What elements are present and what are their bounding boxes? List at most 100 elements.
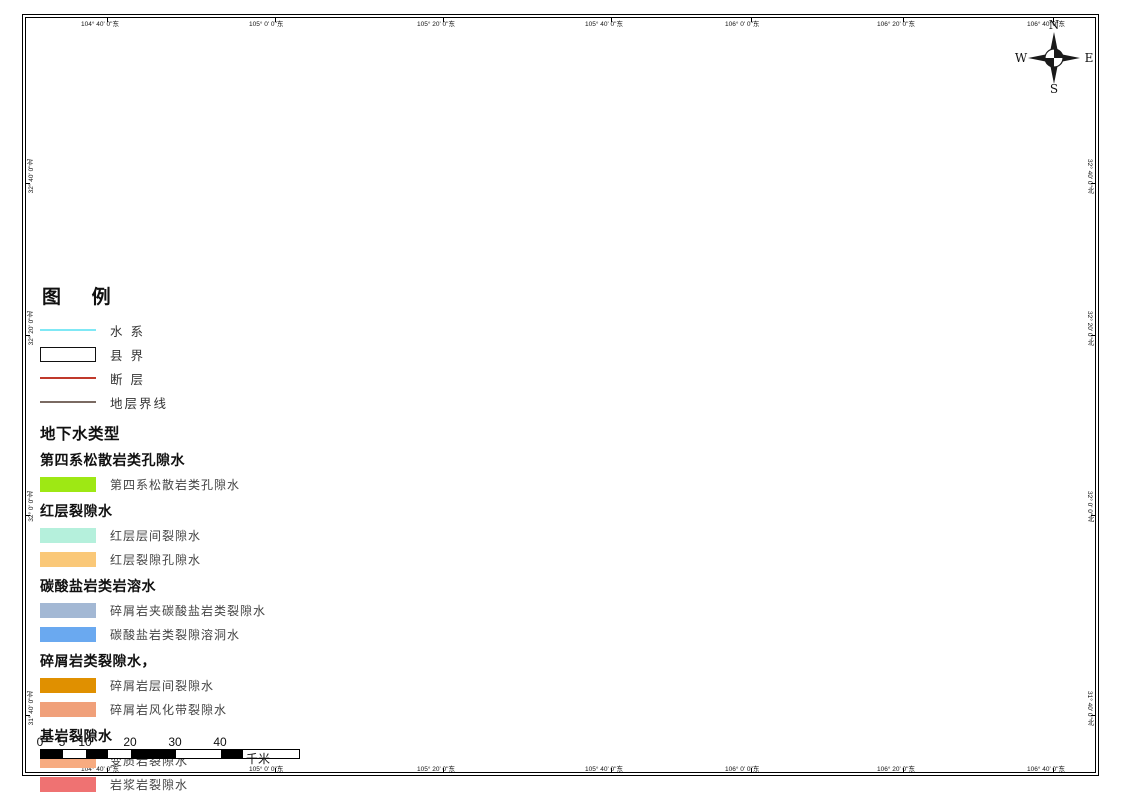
county-boundary-label: 县 界	[110, 347, 145, 363]
legend-symbol-rows: 水 系县 界断 层地层界线	[40, 319, 280, 413]
legend-swatch-1-0	[40, 527, 96, 543]
graticule-lon-top-0: 104° 40' 0"东	[81, 21, 119, 28]
graticule-tick	[25, 515, 30, 516]
legend-item-0-0: 第四系松散岩类孔隙水	[40, 473, 280, 495]
map-legend: 图 例 水 系县 界断 层地层界线 地下水类型 第四系松散岩类孔隙水 第四系松散岩…	[40, 282, 280, 797]
scale-tick-30: 30	[168, 735, 182, 749]
compass-east-label: E	[1085, 51, 1094, 65]
graticule-tick	[1091, 183, 1096, 184]
graticule-tick	[107, 17, 108, 22]
graticule-tick	[611, 17, 612, 22]
legend-group-heading-2: 碳酸盐岩类岩溶水	[40, 579, 156, 595]
graticule-tick	[903, 17, 904, 22]
scale-segment-2	[86, 750, 108, 758]
legend-item-label-3-0: 碎屑岩层间裂隙水	[110, 678, 215, 693]
graticule-lon-top-6: 106° 40' 0"东	[1027, 21, 1065, 28]
graticule-tick	[1053, 17, 1054, 22]
legend-groundwater-title: 地下水类型	[40, 425, 121, 443]
legend-item-3-0: 碎屑岩层间裂隙水	[40, 674, 280, 696]
graticule-lat-right-0: 32° 40' 0"北	[1086, 159, 1093, 194]
graticule-tick	[1091, 515, 1096, 516]
scale-segment-6	[221, 750, 243, 758]
legend-swatch-0-0	[40, 476, 96, 492]
fault-label: 断 层	[110, 371, 145, 387]
legend-item-1-0: 红层层间裂隙水	[40, 524, 280, 546]
graticule-lat-left-2: 32° 0' 0"北	[28, 491, 35, 522]
graticule-lon-top-2: 105° 20' 0"东	[417, 21, 455, 28]
scale-tick-20: 20	[123, 735, 137, 749]
graticule-tick	[275, 17, 276, 22]
scale-segment-1	[63, 750, 86, 758]
graticule-lon-top-1: 105° 0' 0"东	[249, 21, 284, 28]
graticule-lat-right-3: 31° 40' 0"北	[1086, 691, 1093, 726]
compass-north-label: N	[1049, 18, 1060, 32]
graticule-tick	[275, 768, 276, 773]
legend-item-label-4-1: 岩浆岩裂隙水	[110, 777, 189, 792]
graticule-lon-bottom-4: 106° 0' 0"东	[725, 766, 760, 773]
legend-swatch-2-1	[40, 626, 96, 642]
legend-item-2-0: 碎屑岩夹碳酸盐岩类裂隙水	[40, 599, 280, 621]
scale-bar-graphic	[40, 749, 300, 759]
graticule-tick	[751, 17, 752, 22]
legend-row-fault: 断 层	[40, 367, 280, 389]
legend-item-label-2-0: 碎屑岩夹碳酸盐岩类裂隙水	[110, 603, 267, 618]
graticule-tick	[751, 768, 752, 773]
compass-west-label: W	[1015, 51, 1028, 65]
graticule-tick	[25, 335, 30, 336]
map-neatline-frame: 104° 40' 0"东 105° 0' 0"东 105° 20' 0"东 105° …	[22, 14, 1099, 776]
legend-item-label-1-1: 红层裂隙孔隙水	[110, 552, 202, 567]
legend-swatch-2-0	[40, 602, 96, 618]
legend-group-heading-0: 第四系松散岩类孔隙水	[40, 453, 185, 469]
graticule-tick	[903, 768, 904, 773]
graticule-lon-bottom-0: 104° 40' 0"东	[81, 766, 119, 773]
scale-bar-tick-labels: 0 5 10 20 30 40	[36, 735, 300, 749]
scale-bar-unit: 千米	[246, 752, 271, 766]
graticule-tick	[107, 768, 108, 773]
legend-item-label-3-1: 碎屑岩风化带裂隙水	[110, 702, 228, 717]
map-neatline-inner	[25, 17, 1096, 773]
legend-title: 图 例	[42, 286, 123, 308]
legend-item-3-1: 碎屑岩风化带裂隙水	[40, 698, 280, 720]
graticule-lon-bottom-3: 105° 40' 0"东	[585, 766, 623, 773]
legend-item-2-1: 碳酸盐岩类裂隙溶洞水	[40, 623, 280, 645]
graticule-lat-left-3: 31° 40' 0"北	[28, 691, 35, 726]
graticule-tick	[443, 768, 444, 773]
graticule-lon-bottom-6: 106° 40' 0"东	[1027, 766, 1065, 773]
scale-tick-0: 0	[36, 735, 44, 749]
graticule-tick	[611, 768, 612, 773]
graticule-lat-right-1: 32° 20' 0"北	[1086, 311, 1093, 346]
graticule-tick	[1091, 335, 1096, 336]
stratum-boundary-swatch	[40, 401, 96, 403]
fault-swatch	[40, 377, 96, 379]
legend-swatch-1-1	[40, 551, 96, 567]
compass-rose: N S W E	[1012, 14, 1096, 96]
scale-tick-5: 5	[58, 735, 66, 749]
legend-item-label-0-0: 第四系松散岩类孔隙水	[110, 477, 241, 492]
graticule-tick	[25, 183, 30, 184]
graticule-tick	[443, 17, 444, 22]
graticule-tick	[1053, 768, 1054, 773]
scale-segment-4	[131, 750, 176, 758]
scale-tick-10: 10	[78, 735, 92, 749]
legend-group-heading-1: 红层裂隙水	[40, 504, 113, 520]
stratum-boundary-label: 地层界线	[110, 395, 169, 411]
graticule-lon-bottom-2: 105° 20' 0"东	[417, 766, 455, 773]
compass-south-label: S	[1050, 82, 1058, 96]
water-system-label: 水 系	[110, 323, 145, 339]
legend-row-stratum-boundary: 地层界线	[40, 391, 280, 413]
scale-segment-3	[108, 750, 131, 758]
graticule-lat-right-2: 32° 0' 0"北	[1086, 491, 1093, 522]
legend-row-county-boundary: 县 界	[40, 343, 280, 365]
graticule-lon-top-3: 105° 40' 0"东	[585, 21, 623, 28]
legend-item-label-2-1: 碳酸盐岩类裂隙溶洞水	[110, 627, 241, 642]
legend-item-1-1: 红层裂隙孔隙水	[40, 548, 280, 570]
scale-segment-5	[176, 750, 221, 758]
graticule-lon-top-5: 106° 20' 0"东	[877, 21, 915, 28]
scale-segment-0	[41, 750, 63, 758]
legend-row-water-system: 水 系	[40, 319, 280, 341]
water-system-swatch	[40, 329, 96, 331]
graticule-lon-bottom-5: 106° 20' 0"东	[877, 766, 915, 773]
scale-bar: 0 5 10 20 30 40 千米	[36, 735, 300, 766]
legend-item-label-1-0: 红层层间裂隙水	[110, 528, 202, 543]
legend-swatch-3-1	[40, 701, 96, 717]
